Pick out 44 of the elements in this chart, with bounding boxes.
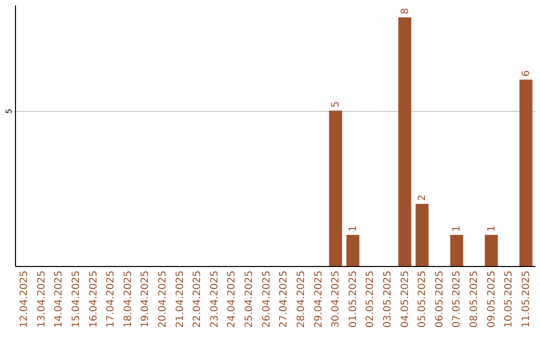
x-tick-label: 14.04.2025: [54, 270, 65, 328]
bar: [346, 234, 360, 266]
x-tick-label: 30.04.2025: [330, 270, 342, 328]
x-tick-label: 12.04.2025: [19, 270, 30, 328]
x-tick-label: 28.04.2025: [296, 270, 307, 328]
x-tick-label: 11.05.2025: [520, 270, 532, 328]
data-label: 6: [520, 70, 532, 77]
x-tick-label: 24.04.2025: [226, 270, 238, 328]
x-tick-label: 04.05.2025: [400, 270, 411, 328]
x-tick-label: 23.04.2025: [209, 270, 220, 328]
bar: [398, 17, 412, 266]
x-tick-label: 18.04.2025: [122, 270, 134, 328]
x-tick-label: 10.05.2025: [504, 270, 515, 328]
x-tick-label: 19.04.2025: [140, 270, 152, 328]
data-label: 8: [400, 8, 411, 14]
x-tick-label: 05.05.2025: [417, 270, 428, 328]
x-tick-label: 07.05.2025: [452, 270, 463, 328]
x-tick-label: 27.04.2025: [278, 270, 290, 328]
data-label: 1: [486, 226, 498, 232]
data-label: 1: [348, 226, 359, 232]
data-label: 2: [417, 194, 428, 201]
bar: [484, 234, 498, 266]
bar: [416, 204, 429, 266]
bar: [329, 110, 342, 266]
x-tick-label: 03.05.2025: [382, 270, 394, 328]
x-tick-label: 01.05.2025: [348, 270, 359, 328]
x-tick-label: 13.04.2025: [36, 270, 48, 328]
x-tick-label: 16.04.2025: [88, 270, 100, 328]
data-label: 5: [330, 101, 342, 108]
x-tick-label: 22.04.2025: [192, 270, 204, 328]
bar: [450, 234, 464, 266]
x-tick-label: 26.04.2025: [261, 270, 272, 328]
x-tick-label: 21.04.2025: [174, 270, 186, 328]
x-tick-label: 17.04.2025: [106, 270, 117, 328]
x-tick-label: 09.05.2025: [486, 270, 498, 328]
x-tick-label: 25.04.2025: [244, 270, 256, 328]
x-tick-label: 02.05.2025: [365, 270, 376, 328]
x-tick-label: 06.05.2025: [434, 270, 446, 328]
x-tick-label: 08.05.2025: [469, 270, 480, 328]
data-label: 1: [452, 226, 463, 232]
x-tick-label: 20.04.2025: [158, 270, 169, 328]
x-tick-label: 15.04.2025: [71, 270, 82, 328]
bar: [519, 80, 532, 266]
x-tick-label: 29.04.2025: [313, 270, 324, 328]
